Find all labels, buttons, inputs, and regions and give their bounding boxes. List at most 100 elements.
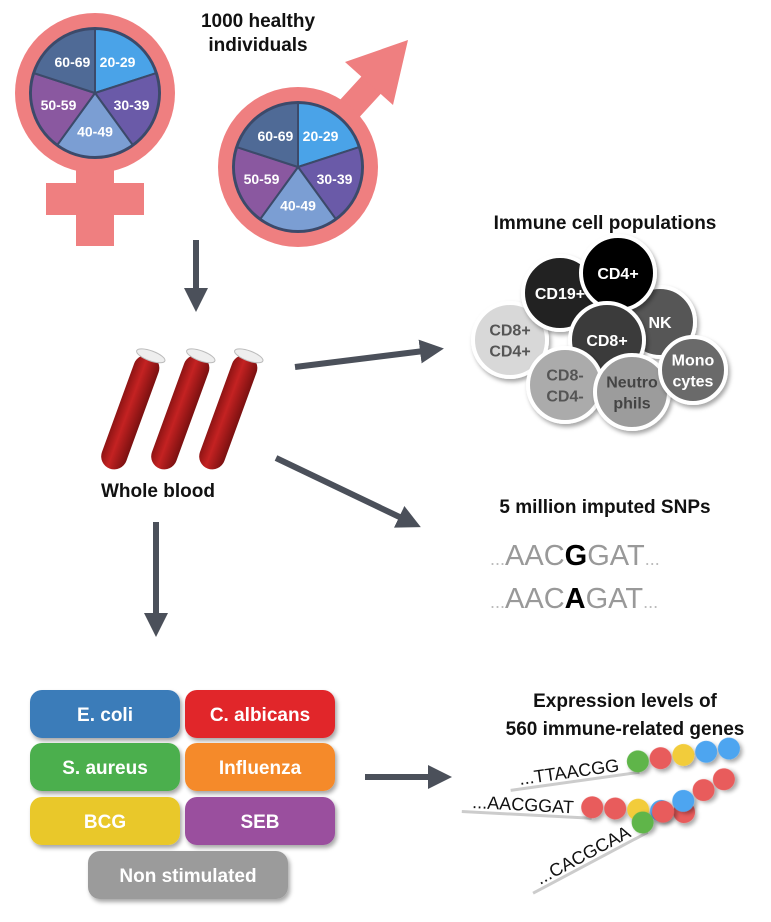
sequence-left: AAC [505, 540, 565, 572]
arrow-to-cells [294, 339, 444, 370]
cell-label: CD8+ [586, 333, 627, 350]
male-age-slice-20-29 [297, 101, 361, 169]
sequence-text: ...CACGCAA [532, 822, 633, 888]
expression-bead [672, 743, 695, 766]
stimulus-label: C. albicans [210, 705, 310, 726]
stimulus-box [185, 690, 335, 738]
expression-bead [649, 747, 672, 770]
stimulus-bcg: BCG [30, 797, 180, 845]
sequence-strand [510, 770, 640, 792]
ellipsis: ... [645, 549, 660, 569]
stimulus-seb: SEB [185, 797, 335, 845]
cell-circle [526, 346, 604, 424]
cell-circle [471, 301, 549, 379]
stimulus-c-albicans: C. albicans [185, 690, 335, 738]
stimulus-non-stimulated: Non stimulated [88, 851, 288, 899]
flow-arrows [144, 240, 452, 789]
female-age-label-20-29: 20-29 [100, 54, 136, 70]
sequence-right: GAT [586, 583, 644, 615]
cell-label: Neutro [606, 375, 658, 392]
stimulation-conditions: E. coli C. albicans S. aureus Influenza BCG S… [30, 690, 335, 899]
stimulus-box [30, 797, 180, 845]
stimulus-label: BCG [84, 812, 126, 833]
cell-label: NK [648, 315, 672, 332]
sequence-strand [461, 809, 592, 820]
cell-label: CD4+ [597, 266, 638, 283]
female-age-label-60-69: 60-69 [55, 54, 91, 70]
cell-label: CD8- [546, 368, 583, 385]
stimulus-box [30, 743, 180, 791]
cell-mono-cytes: Mono cytes [658, 335, 728, 405]
expression-bead [604, 797, 627, 820]
male-age-label-20-29: 20-29 [303, 128, 339, 144]
snp-allele: G [565, 540, 588, 572]
expression-title-line-1: Expression levels of [533, 691, 717, 712]
stimulus-label: S. aureus [62, 758, 148, 779]
male-age-label-50-59: 50-59 [244, 171, 280, 187]
gene-sequence-2: ...AACGGAT [461, 792, 696, 824]
female-age-label-50-59: 50-59 [41, 97, 77, 113]
expression-bead [581, 796, 604, 819]
female-age-slice-40-49 [55, 91, 135, 158]
male-age-label-30-39: 30-39 [317, 171, 353, 187]
cell-neutro-phils: Neutro phils [593, 353, 671, 431]
male-age-slice-60-69 [235, 101, 299, 169]
female-age-slice-20-29 [94, 27, 158, 95]
expression-bead [672, 789, 695, 812]
cell-label: CD4- [546, 389, 583, 406]
snps-title: 5 million imputed SNPs [499, 497, 710, 518]
female-age-label-30-39: 30-39 [114, 97, 150, 113]
ellipsis: ... [490, 549, 505, 569]
expression-bead [695, 740, 718, 763]
ellipsis: ... [643, 592, 658, 612]
snp-sequence-1: ...AACGGAT... [490, 540, 660, 572]
gene-expression-sequences: ...TTAACGG...AACGGAT...CACGCAA [461, 737, 740, 895]
cell-label: Mono [672, 353, 715, 370]
stimulus-box [185, 743, 335, 791]
stimulus-label: E. coli [77, 705, 133, 726]
male-age-label-60-69: 60-69 [258, 128, 294, 144]
expression-bead [712, 768, 735, 791]
cell-circle [593, 353, 671, 431]
male-age-slice-30-39 [296, 145, 363, 221]
female-age-slice-60-69 [32, 27, 96, 95]
sequence-text: ...TTAACGG [518, 755, 620, 789]
male-age-slice-50-59 [233, 145, 300, 221]
stimulus-box [88, 851, 288, 899]
whole-blood-label: Whole blood [101, 481, 215, 502]
sequence-strand [532, 830, 649, 895]
expression-bead [626, 750, 649, 773]
female-age-slice-30-39 [93, 71, 160, 147]
expression-title-line-2: 560 immune-related genes [506, 719, 745, 740]
stimulus-label: SEB [240, 812, 279, 833]
stimulus-box [30, 690, 180, 738]
snp-sequence-2: ...AACAGAT... [490, 583, 658, 615]
cell-cd8--cd4-: CD8- CD4- [526, 346, 604, 424]
expression-bead [692, 779, 715, 802]
expression-bead [717, 737, 740, 760]
female-age-slice-50-59 [30, 71, 97, 147]
male-age-label-40-49: 40-49 [280, 197, 316, 213]
cell-label: phils [613, 396, 650, 413]
immune-cells-title: Immune cell populations [494, 213, 717, 234]
blood-tubes-icon [101, 348, 264, 470]
male-age-slice-40-49 [258, 165, 338, 232]
immune-cell-cluster: CD8+ CD4+ NK CD19+ CD4+ CD8+ CD8- CD4- Neutro phi… [471, 234, 728, 431]
snp-allele: A [565, 583, 586, 615]
sequence-left: AAC [505, 583, 565, 615]
stimulus-influenza: Influenza [185, 743, 335, 791]
arrow-to-snps [274, 455, 421, 528]
stimulus-box [185, 797, 335, 845]
cell-label: cytes [673, 374, 714, 391]
cell-label: CD4+ [489, 344, 530, 361]
stimulus-s-aureus: S. aureus [30, 743, 180, 791]
expression-bead [651, 800, 674, 823]
expression-bead [631, 811, 654, 834]
stimulus-label: Influenza [219, 758, 302, 779]
cell-circle [658, 335, 728, 405]
female-age-label-40-49: 40-49 [77, 123, 113, 139]
